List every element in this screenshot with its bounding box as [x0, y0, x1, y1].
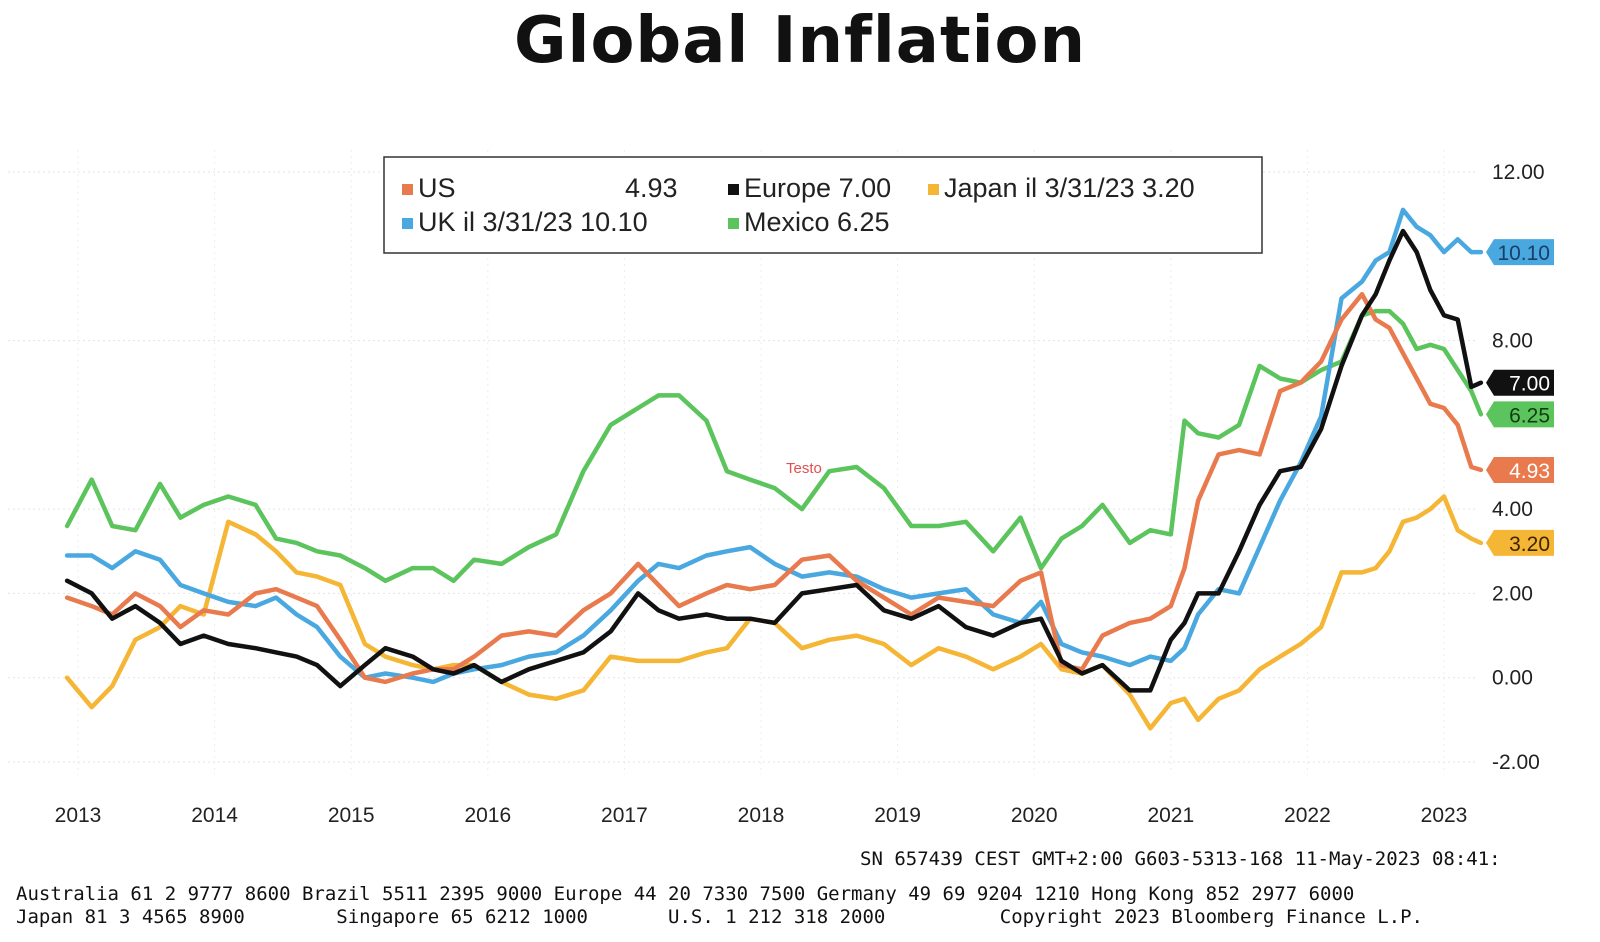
- series-line-mexico: [64, 308, 1484, 584]
- y-tick-label: 4.00: [1492, 498, 1533, 521]
- x-axis-ticks: 2013 2014 2015 2016 2017 2018 2019 2020 2021 2022…: [55, 804, 1468, 827]
- series-line-uk: [64, 207, 1484, 685]
- x-tick-label: 2019: [874, 804, 921, 827]
- x-tick-label: 2016: [464, 804, 511, 827]
- legend-swatch-us: [402, 184, 413, 195]
- series-line-us: [64, 291, 1484, 685]
- footer-sn-line: SN 657439 CEST GMT+2:00 G603-5313-168 11…: [860, 848, 1501, 870]
- legend-label-europe: Europe 7.00: [744, 173, 891, 203]
- x-tick-label: 2023: [1421, 804, 1468, 827]
- badge-value-mexico: 6.25: [1509, 404, 1550, 427]
- legend-label-japan: Japan il 3/31/23 3.20: [944, 173, 1195, 203]
- legend-label-mexico: Mexico 6.25: [744, 207, 890, 237]
- y-axis-ticks: 12.00 8.00 4.00 2.00 0.00 -2.00: [1492, 161, 1545, 774]
- series-line-europe: [64, 228, 1484, 693]
- legend-box: [383, 156, 1263, 254]
- y-tick-label: 12.00: [1492, 161, 1545, 184]
- x-tick-label: 2014: [191, 804, 238, 827]
- legend-swatch-uk: [402, 218, 413, 229]
- x-tick-label: 2015: [328, 804, 375, 827]
- x-tick-label: 2013: [55, 804, 102, 827]
- y-tick-label: 2.00: [1492, 582, 1533, 605]
- chart-annotation: Testo: [786, 460, 822, 477]
- y-tick-label: 8.00: [1492, 330, 1533, 353]
- badge-value-uk: 10.10: [1497, 242, 1550, 265]
- badge-uk: [1486, 239, 1554, 266]
- badge-value-us: 4.93: [1509, 460, 1550, 483]
- legend-swatch-japan: [928, 184, 939, 195]
- legend-value-us: 4.93: [625, 173, 678, 203]
- badge-europe: [1486, 369, 1554, 396]
- x-tick-label: 2022: [1284, 804, 1331, 827]
- badge-mexico: [1486, 401, 1554, 428]
- badge-value-europe: 7.00: [1509, 373, 1550, 396]
- series-lines: [64, 207, 1484, 731]
- legend-label-uk: UK il 3/31/23 10.10: [418, 207, 648, 237]
- legend-swatch-europe: [728, 184, 739, 195]
- footer-contacts-line-2: Japan 81 3 4565 8900 Singapore 65 6212 1…: [16, 906, 1423, 928]
- badge-us: [1486, 456, 1554, 483]
- legend-label-us: US: [418, 173, 456, 203]
- chart-title: Global Inflation: [513, 4, 1087, 78]
- x-tick-label: 2020: [1011, 804, 1058, 827]
- y-tick-label: -2.00: [1492, 751, 1540, 774]
- x-tick-label: 2021: [1147, 804, 1194, 827]
- x-tick-label: 2017: [601, 804, 648, 827]
- legend-swatch-mexico: [728, 218, 739, 229]
- last-value-badges: 4.93 7.00 3.20 10.10 6.25: [1486, 239, 1554, 556]
- y-tick-label: 0.00: [1492, 667, 1533, 690]
- badge-value-japan: 3.20: [1509, 533, 1550, 556]
- series-line-japan: [64, 494, 1484, 731]
- footer-contacts-line-1: Australia 61 2 9777 8600 Brazil 5511 239…: [16, 883, 1355, 905]
- line-chart: 12.008.004.002.000.00-2.00 2013 2014 2015 2…: [8, 150, 1554, 827]
- badge-japan: [1486, 529, 1554, 556]
- legend: US 4.93 Europe 7.00 Japan il 3/31/23 3.20 UK…: [383, 156, 1263, 254]
- x-tick-label: 2018: [738, 804, 785, 827]
